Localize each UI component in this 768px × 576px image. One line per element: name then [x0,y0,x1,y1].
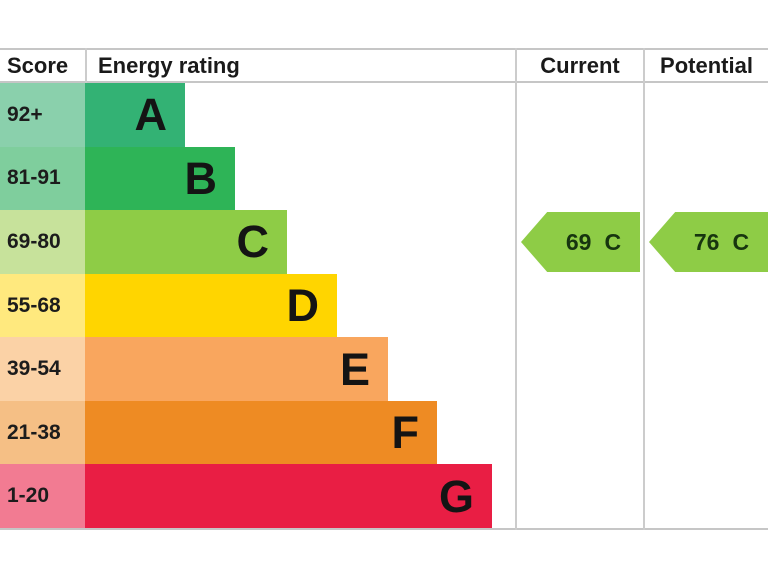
score-cell-d: 55-68 [0,273,85,338]
current-column-header: Current [540,52,620,78]
score-cell-f: 21-38 [0,400,85,465]
score-cell-c: 69-80 [0,210,85,274]
score-range-d: 55-68 [7,293,61,317]
rating-letter-c: C [236,216,270,268]
potential-rating-value: 76 [693,228,720,255]
potential-rating-letter: C [732,228,750,255]
rating-row-d: 55-68 D [0,273,768,338]
potential-rating-arrow: 76 C [649,212,768,272]
score-cell-g: 1-20 [0,464,85,529]
rating-bar-c: C [85,210,287,274]
rating-letter-d: D [286,280,320,332]
rating-row-b: 81-91 B [0,146,768,211]
rating-row-g: 1-20 G [0,464,768,529]
rating-bar-f: F [85,400,437,465]
current-rating-value: 69 [565,228,592,255]
header-bottom-border [0,81,768,83]
current-column-divider [515,48,517,530]
score-range-g: 1-20 [7,484,50,508]
score-column-divider [85,48,87,83]
table-top-border [0,48,768,50]
rating-rows: 92+ A 81-91 B 69-80 C 55-68 [0,83,768,529]
rating-row-e: 39-54 E [0,337,768,401]
current-rating-letter: C [604,228,622,255]
rating-letter-e: E [339,343,370,395]
score-column-header: Score [7,52,69,78]
rating-letter-a: A [134,89,168,141]
rating-letter-f: F [391,407,420,459]
score-cell-b: 81-91 [0,146,85,211]
score-range-f: 21-38 [7,420,61,444]
potential-column-divider [643,48,645,530]
table-bottom-border [0,528,768,530]
rating-row-f: 21-38 F [0,400,768,465]
rating-letter-b: B [184,152,218,204]
rating-bar-e: E [85,337,388,401]
rating-bar-a: A [85,83,185,147]
current-rating-arrow: 69 C [521,212,640,272]
score-range-b: 81-91 [7,166,61,190]
potential-column-header: Potential [660,52,753,78]
score-cell-a: 92+ [0,83,85,147]
rating-bar-b: B [85,146,235,211]
rating-letter-g: G [438,470,474,522]
energy-rating-column-header: Energy rating [98,52,240,78]
score-cell-e: 39-54 [0,337,85,401]
score-range-a: 92+ [7,102,43,126]
score-range-e: 39-54 [7,357,61,381]
rating-row-a: 92+ A [0,83,768,147]
rating-row-c: 69-80 C [0,210,768,274]
rating-bar-g: G [85,464,492,529]
score-range-c: 69-80 [7,229,61,253]
rating-bar-d: D [85,273,337,338]
